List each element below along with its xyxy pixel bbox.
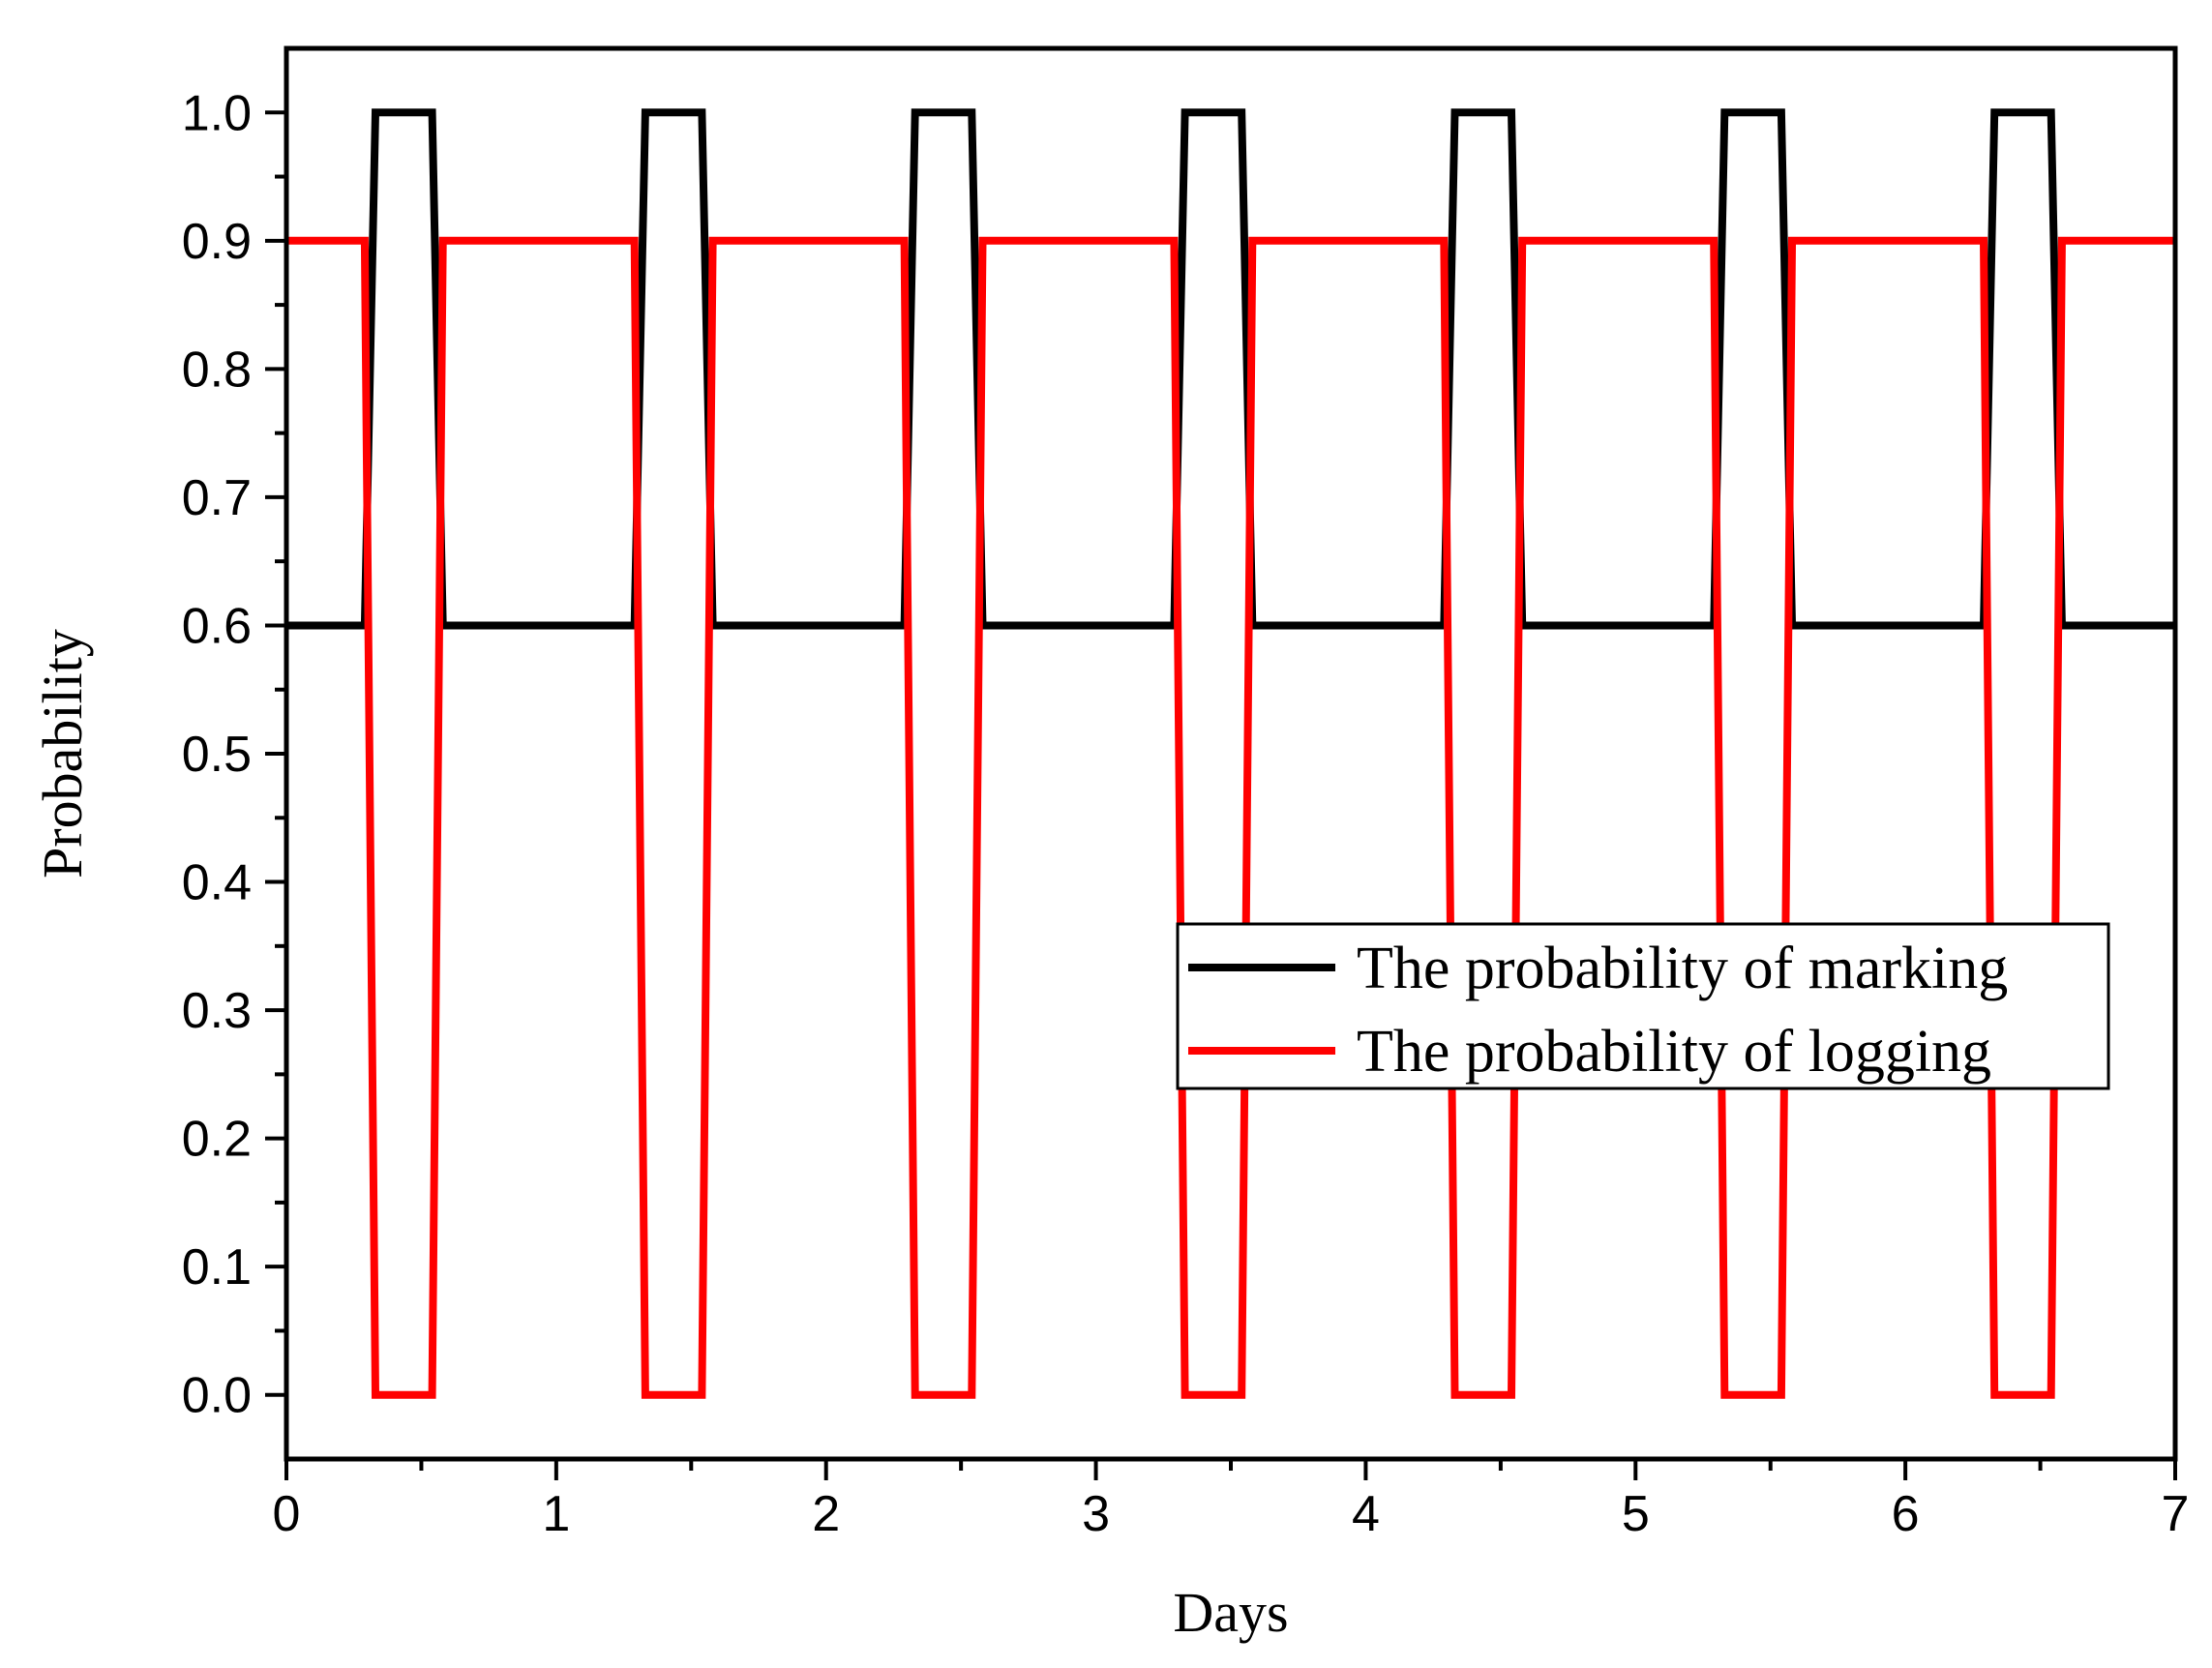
y-tick-label: 1.0 (182, 85, 252, 141)
series-line-marking (286, 108, 2175, 630)
y-tick-label: 0.3 (182, 983, 252, 1039)
y-tick-label: 0.5 (182, 727, 252, 783)
x-tick-label: 7 (2162, 1486, 2190, 1542)
series-layer (286, 108, 2175, 1399)
legend: The probability of marking The probabili… (1176, 922, 2110, 1090)
legend-label-marking: The probability of marking (1357, 936, 2008, 1001)
x-tick-label: 4 (1352, 1486, 1380, 1542)
y-tick-label: 0.2 (182, 1112, 252, 1168)
x-tick-label: 5 (1622, 1486, 1650, 1542)
y-tick-label: 0.1 (182, 1239, 252, 1296)
series-line-logging (286, 236, 2175, 1399)
y-tick-label: 0.0 (182, 1368, 252, 1424)
axis-tick-labels: 0 1 2 3 4 5 6 7 0.0 0.1 0.2 0.3 0.4 0.5 0.6 0.7 0.8 0.9 1.… (182, 85, 2190, 1542)
y-tick-label: 0.4 (182, 855, 252, 911)
axis-ticks (265, 110, 2177, 1480)
y-tick-label: 0.6 (182, 598, 252, 654)
y-tick-label: 0.8 (182, 342, 252, 398)
x-tick-label: 3 (1082, 1486, 1110, 1542)
x-tick-label: 2 (812, 1486, 840, 1542)
y-tick-label: 0.9 (182, 214, 252, 270)
legend-label-logging: The probability of logging (1357, 1019, 1991, 1085)
x-tick-label: 6 (1892, 1486, 1920, 1542)
y-axis-title: Probability (31, 629, 94, 879)
x-tick-label: 0 (273, 1486, 301, 1542)
x-axis-title: Days (1173, 1581, 1288, 1644)
x-tick-label: 1 (542, 1486, 570, 1542)
y-tick-label: 0.7 (182, 470, 252, 526)
plot-frame (284, 45, 2178, 1462)
legend-box (1176, 922, 2110, 1090)
